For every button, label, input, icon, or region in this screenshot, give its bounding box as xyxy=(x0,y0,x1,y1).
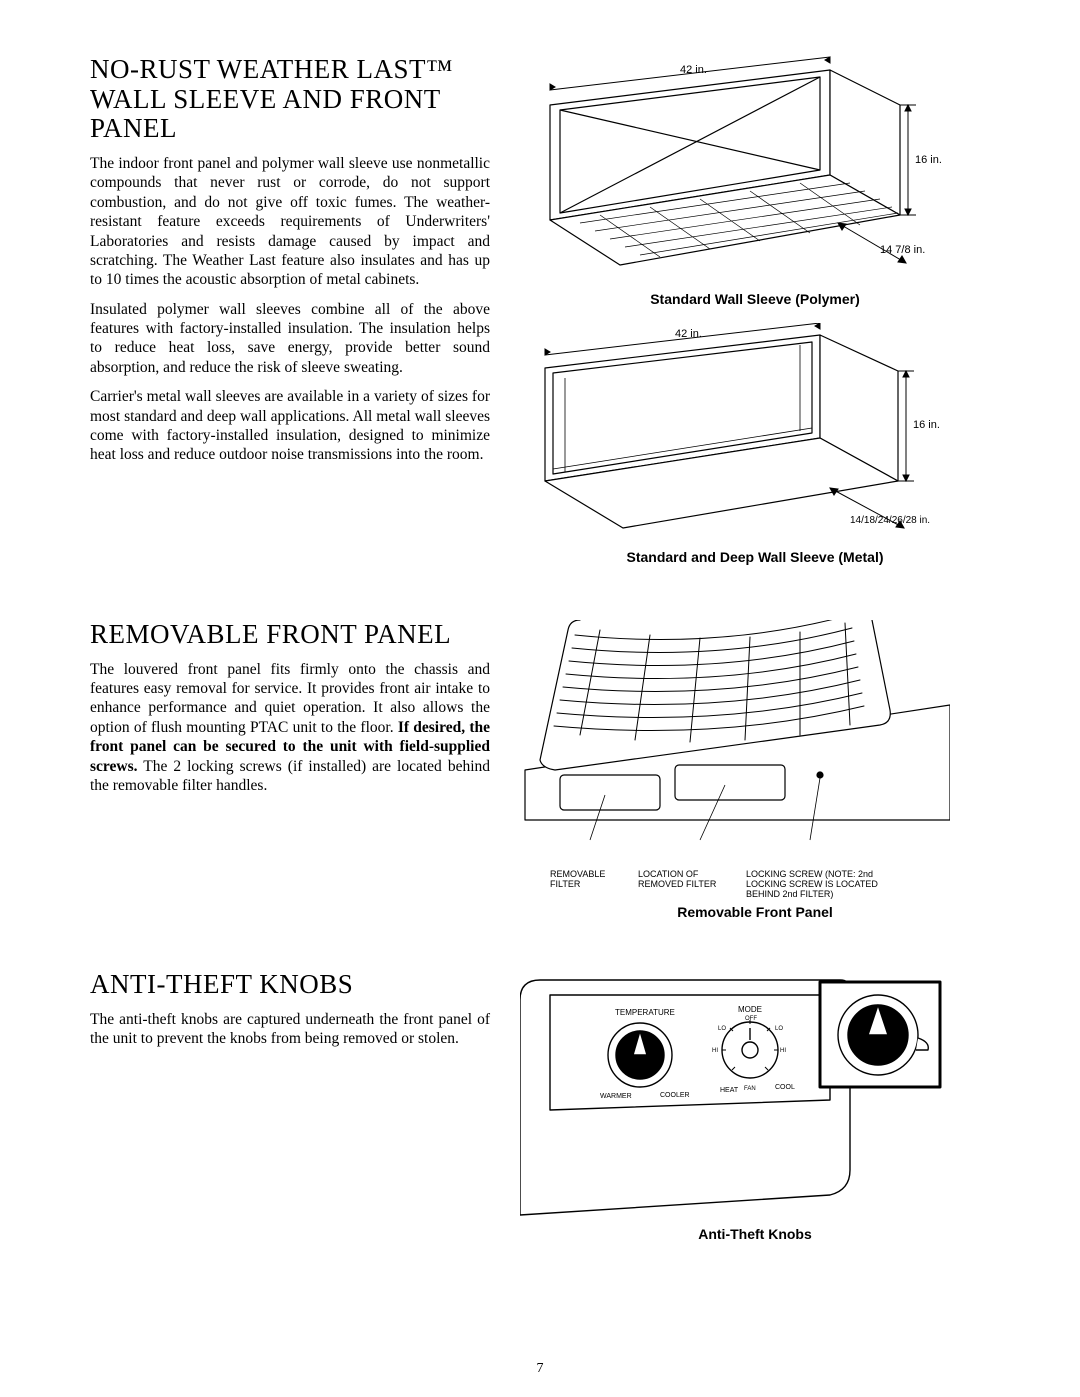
figure-front-panel: REMOVABLE FILTER LOCATION OF REMOVED FIL… xyxy=(520,620,990,920)
dim-height-2: 16 in. xyxy=(913,419,940,431)
section-3: ANTI-THEFT KNOBS The anti-theft knobs ar… xyxy=(90,970,990,1242)
section-1-figures: 42 in. 16 in. 14 7/8 in. Standard Wall S… xyxy=(520,55,990,595)
callout-filter: REMOVABLE FILTER xyxy=(550,870,620,900)
section-1-para-3: Carrier's metal wall sleeves are availab… xyxy=(90,387,490,465)
section-2-title: REMOVABLE FRONT PANEL xyxy=(90,620,490,650)
dim-depth-2: 14/18/24/26/28 in. xyxy=(850,515,930,526)
label-cool: COOL xyxy=(775,1084,795,1091)
label-mode: MODE xyxy=(738,1005,762,1014)
label-fan: FAN xyxy=(744,1086,756,1092)
figure-metal-caption: Standard and Deep Wall Sleeve (Metal) xyxy=(520,549,990,565)
figure-polymer-sleeve: 42 in. 16 in. 14 7/8 in. Standard Wall S… xyxy=(520,55,990,307)
label-off: OFF xyxy=(745,1016,757,1022)
label-hi-2: HI xyxy=(780,1048,786,1054)
figure-front-panel-caption: Removable Front Panel xyxy=(520,904,990,920)
section-3-figure: TEMPERATURE MODE OFF LO LO HI HI WARMER … xyxy=(520,970,990,1242)
figure-knobs-caption: Anti-Theft Knobs xyxy=(520,1226,990,1242)
figure-knobs: TEMPERATURE MODE OFF LO LO HI HI WARMER … xyxy=(520,970,990,1242)
section-2-para: The louvered front panel fits firmly ont… xyxy=(90,660,490,796)
page-number: 7 xyxy=(0,1361,1080,1377)
label-lo-2: LO xyxy=(775,1026,783,1032)
page: NO-RUST WEATHER LAST™ WALL SLEEVE AND FR… xyxy=(0,0,1080,1397)
section-3-text: ANTI-THEFT KNOBS The anti-theft knobs ar… xyxy=(90,970,490,1242)
section-3-para: The anti-theft knobs are captured undern… xyxy=(90,1010,490,1049)
label-warmer: WARMER xyxy=(600,1093,632,1100)
section-2-text: REMOVABLE FRONT PANEL The louvered front… xyxy=(90,620,490,930)
section-1-para-2: Insulated polymer wall sleeves combine a… xyxy=(90,300,490,378)
section-3-title: ANTI-THEFT KNOBS xyxy=(90,970,490,1000)
dim-depth-1: 14 7/8 in. xyxy=(880,244,925,256)
dim-height-1: 16 in. xyxy=(915,154,942,166)
figure-polymer-caption: Standard Wall Sleeve (Polymer) xyxy=(520,291,990,307)
section-1-title: NO-RUST WEATHER LAST™ WALL SLEEVE AND FR… xyxy=(90,55,490,144)
figure-metal-sleeve: 42 in. 16 in. 14/18/24/26/28 in. Standar… xyxy=(520,323,990,565)
section-1-para-1: The indoor front panel and polymer wall … xyxy=(90,154,490,290)
label-lo-1: LO xyxy=(718,1026,726,1032)
dim-width-2: 42 in. xyxy=(675,328,702,340)
callout-screw: LOCKING SCREW (NOTE: 2nd LOCKING SCREW I… xyxy=(746,870,906,900)
label-temperature: TEMPERATURE xyxy=(615,1008,675,1017)
section-1-text: NO-RUST WEATHER LAST™ WALL SLEEVE AND FR… xyxy=(90,55,490,595)
section-2-figure: REMOVABLE FILTER LOCATION OF REMOVED FIL… xyxy=(520,620,990,930)
callout-location: LOCATION OF REMOVED FILTER xyxy=(638,870,728,900)
label-heat: HEAT xyxy=(720,1087,739,1094)
label-cooler: COOLER xyxy=(660,1092,690,1099)
section-1: NO-RUST WEATHER LAST™ WALL SLEEVE AND FR… xyxy=(90,55,990,595)
label-hi-1: HI xyxy=(712,1048,718,1054)
section-2: REMOVABLE FRONT PANEL The louvered front… xyxy=(90,620,990,930)
dim-width-1: 42 in. xyxy=(680,64,707,76)
